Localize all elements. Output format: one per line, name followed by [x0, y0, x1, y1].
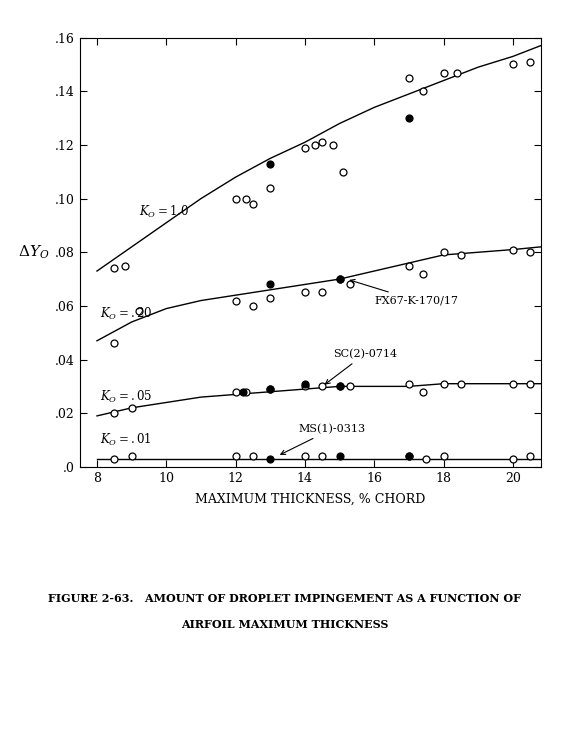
X-axis label: MAXIMUM THICKNESS, % CHORD: MAXIMUM THICKNESS, % CHORD — [195, 493, 425, 506]
Text: $K_O=.01$: $K_O=.01$ — [101, 432, 152, 448]
Text: $K_O=1.0$: $K_O=1.0$ — [139, 204, 189, 220]
Text: MS(1)-0313: MS(1)-0313 — [281, 424, 365, 454]
Text: AIRFOIL MAXIMUM THICKNESS: AIRFOIL MAXIMUM THICKNESS — [181, 620, 388, 630]
Text: $K_O=.20$: $K_O=.20$ — [101, 306, 153, 322]
Text: $\Delta Y_O$: $\Delta Y_O$ — [18, 243, 50, 261]
Text: SC(2)-0714: SC(2)-0714 — [325, 349, 397, 384]
Text: $K_O=.05$: $K_O=.05$ — [101, 389, 153, 405]
Text: FIGURE 2-63.   AMOUNT OF DROPLET IMPINGEMENT AS A FUNCTION OF: FIGURE 2-63. AMOUNT OF DROPLET IMPINGEME… — [48, 593, 521, 604]
Text: FX67-K-170/17: FX67-K-170/17 — [351, 279, 458, 306]
